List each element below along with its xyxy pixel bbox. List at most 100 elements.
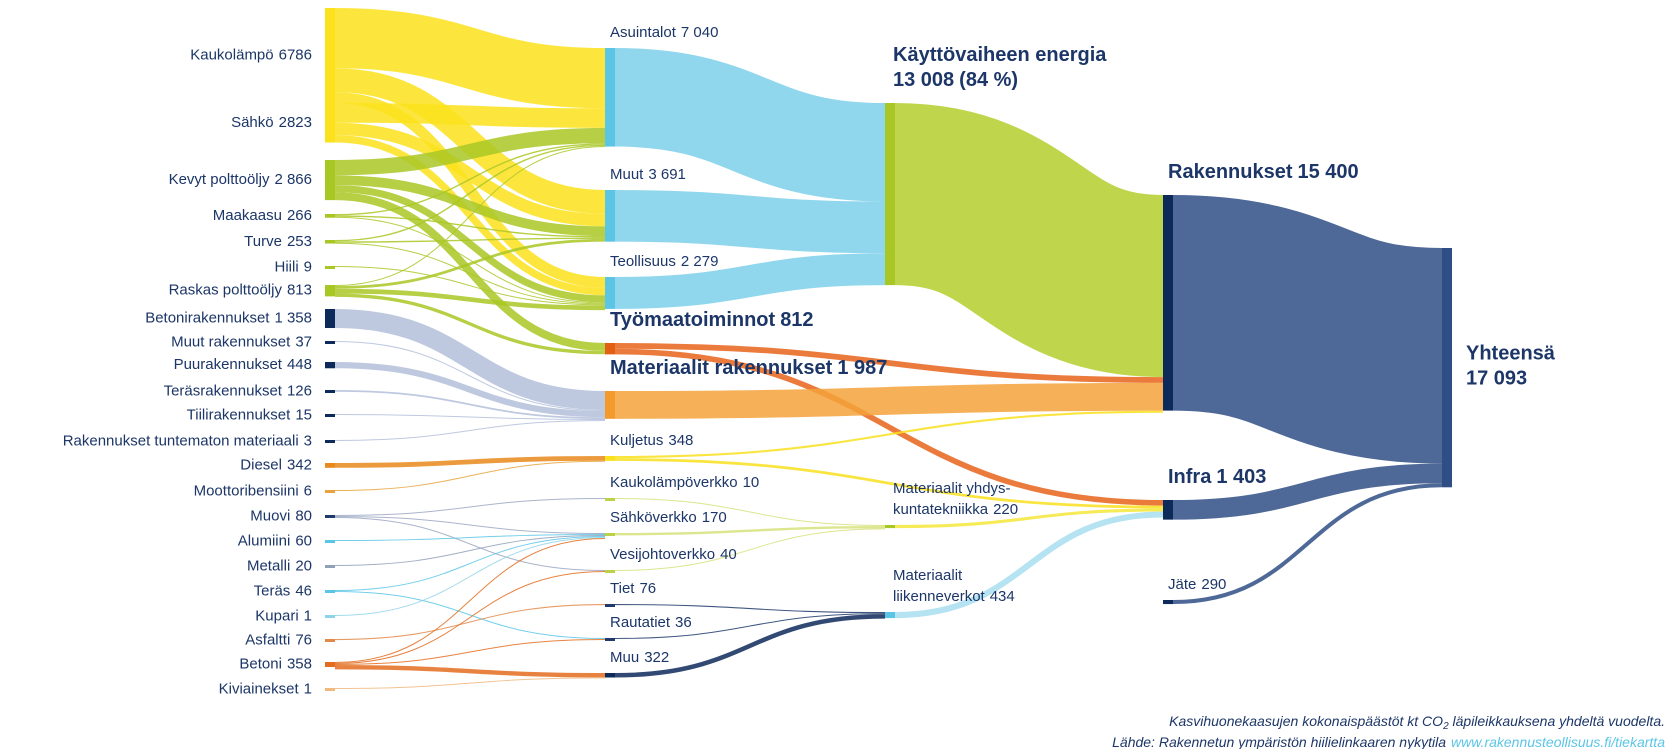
node-bar — [325, 463, 335, 468]
node-label: Moottoribensiini 6 — [194, 482, 312, 499]
link — [334, 185, 606, 303]
link — [334, 215, 606, 238]
source: Lähde: Rakennetun ympäristön hiilielinka… — [1112, 734, 1665, 749]
link — [334, 665, 606, 678]
node-name: Kevyt polttoöljy — [169, 171, 270, 188]
node-value: 2 866 — [274, 171, 312, 188]
node-bar — [325, 590, 335, 593]
link — [334, 538, 606, 663]
node-bar — [1163, 600, 1173, 605]
link — [334, 8, 606, 109]
link — [334, 309, 606, 411]
node-value: 266 — [287, 207, 312, 224]
node-value: 13 008 — [893, 69, 954, 91]
node-bar — [885, 525, 895, 529]
node-bar — [325, 341, 335, 344]
node-name: Turve — [244, 233, 282, 250]
node-label: kuntatekniikka 220 — [893, 501, 1018, 518]
node-label: Yhteensä — [1466, 343, 1556, 365]
link — [614, 604, 886, 614]
node-label: Kaukolämpö 6786 — [190, 46, 312, 63]
node-label: Tiet 76 — [610, 580, 656, 597]
node-value: 434 — [990, 588, 1015, 605]
link — [334, 677, 606, 689]
node-name: Vesijohtoverkko — [610, 546, 715, 563]
node-name: Kiviainekset — [219, 680, 300, 697]
link — [614, 498, 886, 526]
node-name: Muut — [610, 166, 644, 183]
link — [614, 190, 886, 254]
link — [334, 414, 606, 421]
node-name: Materiaalit — [893, 567, 963, 584]
link — [614, 614, 886, 678]
link — [334, 604, 606, 641]
node-bar — [605, 343, 615, 355]
node-bar — [325, 662, 335, 668]
node-value: 1 — [304, 680, 312, 697]
link — [334, 362, 606, 418]
node-label: Sähkö 2823 — [231, 114, 312, 131]
link — [614, 528, 886, 571]
node-label: 13 008 (84 %) — [893, 69, 1018, 91]
node-bar — [325, 390, 335, 393]
link — [334, 535, 606, 566]
node-name: Asfaltti — [245, 631, 290, 648]
link — [334, 127, 606, 176]
node-value: 322 — [644, 649, 669, 666]
node-name: kuntatekniikka — [893, 501, 989, 518]
node-value: 2823 — [279, 114, 312, 131]
node-label: Vesijohtoverkko 40 — [610, 546, 737, 563]
node-label: Betoni 358 — [239, 655, 312, 672]
link — [334, 534, 606, 541]
node-value: 15 400 — [1298, 161, 1359, 183]
node-bar — [325, 639, 335, 642]
node-bar — [605, 604, 615, 607]
node-value: 348 — [668, 432, 693, 449]
node-name: Jäte — [1168, 576, 1196, 593]
node-label: Rautatiet 36 — [610, 614, 692, 631]
node-value: 20 — [295, 557, 312, 574]
node-bar — [605, 456, 615, 461]
node-name: Alumiini — [238, 532, 291, 549]
node-bar — [605, 48, 615, 147]
link — [614, 48, 886, 202]
link — [334, 390, 606, 420]
node-label: Kuljetus 348 — [610, 432, 693, 449]
node-bar — [325, 160, 335, 201]
node-label: Raskas polttoöljy 813 — [169, 282, 312, 299]
link — [1172, 463, 1443, 520]
link — [334, 135, 606, 296]
node-label: Muovi 80 — [250, 507, 312, 524]
node-bar — [325, 362, 335, 369]
link — [334, 341, 606, 412]
node-label: Materiaalit — [893, 567, 963, 584]
node-value: 253 — [287, 233, 312, 250]
node-bar — [1442, 248, 1452, 488]
node-value: 36 — [675, 614, 692, 631]
node-label: Betonirakennukset 1 358 — [145, 309, 312, 326]
node-value: 3 — [304, 432, 312, 449]
node-name: Sähköverkko — [610, 509, 697, 526]
node-bar — [325, 615, 335, 618]
link — [334, 537, 606, 616]
node-bar — [325, 490, 335, 493]
node-label: Kevyt polttoöljy 2 866 — [169, 171, 312, 188]
node-value: 9 — [304, 258, 312, 275]
node-label: Turve 253 — [244, 233, 312, 250]
node-value: 220 — [993, 501, 1018, 518]
node-label: Teräs 46 — [254, 582, 312, 599]
link — [614, 458, 1164, 509]
link — [894, 511, 1164, 619]
node-bar — [885, 612, 895, 619]
node-bar — [325, 414, 335, 417]
link — [334, 293, 606, 355]
node-bar — [605, 391, 615, 419]
node-value: 170 — [702, 509, 727, 526]
node-name: Diesel — [240, 456, 282, 473]
node-value: 3 691 — [648, 166, 686, 183]
node-bar — [325, 240, 335, 244]
node-name: Materiaalit rakennukset — [610, 357, 833, 379]
node-bar — [325, 565, 335, 568]
node-bar — [325, 266, 335, 269]
node-value: 60 — [295, 532, 312, 549]
